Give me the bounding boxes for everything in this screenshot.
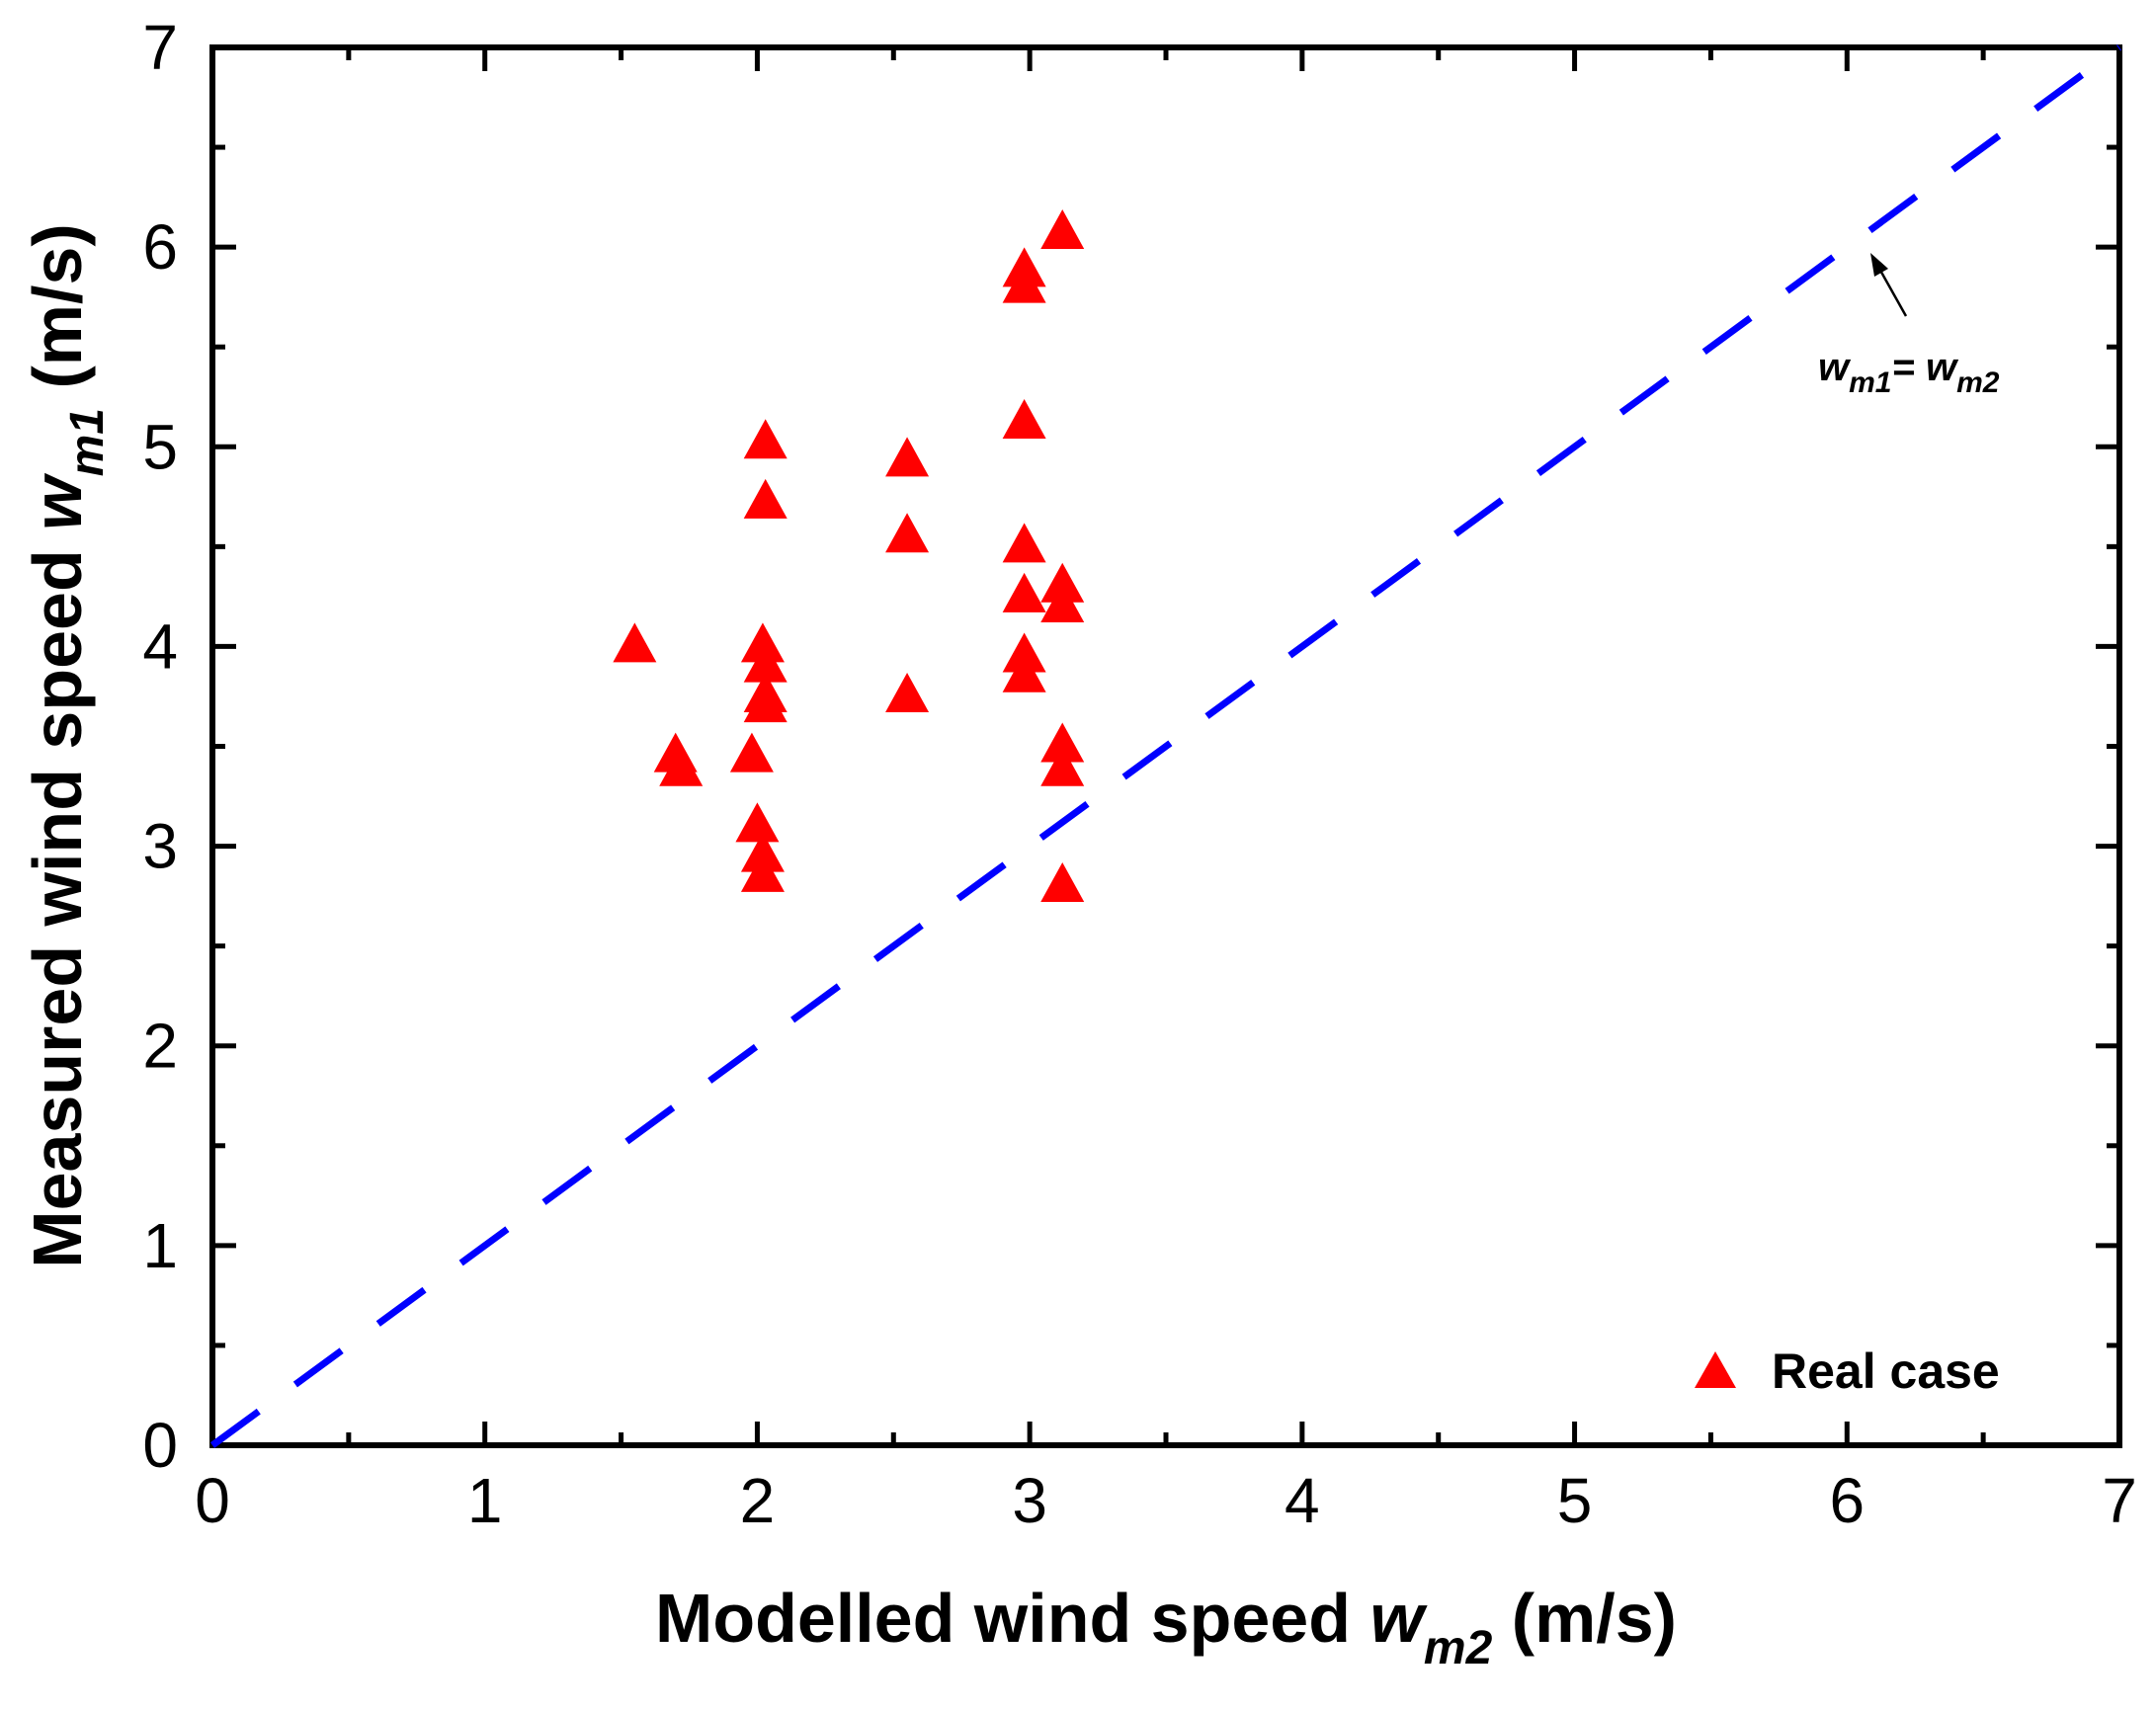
annotation-label: wm1= wm2 (1818, 346, 2000, 399)
data-point (1002, 632, 1046, 673)
y-tick-labels: 0 1 2 3 4 5 6 7 (142, 12, 178, 1481)
identity-line (209, 44, 2122, 1448)
data-points (613, 208, 1085, 902)
x-tick-label: 0 (195, 1465, 230, 1536)
x-tick-label: 3 (1012, 1465, 1047, 1536)
y-tick-label: 3 (142, 811, 178, 882)
data-point (885, 672, 930, 712)
data-point (740, 832, 785, 872)
data-point (740, 852, 785, 892)
data-point (1040, 208, 1085, 249)
x-tick-label: 2 (740, 1465, 776, 1536)
data-point (740, 622, 785, 663)
data-point (1002, 399, 1046, 440)
x-tick-label: 6 (1829, 1465, 1865, 1536)
y-tick-label: 5 (142, 411, 178, 482)
annotation-arrow-shaft (1876, 266, 1908, 317)
data-point (743, 419, 788, 459)
x-tick-labels: 0 1 2 3 4 5 6 7 (195, 1465, 2137, 1536)
data-point (885, 513, 930, 553)
y-tick-label: 2 (142, 1011, 178, 1082)
data-point (1002, 572, 1046, 612)
data-point (1040, 746, 1085, 786)
x-tick-label: 1 (467, 1465, 503, 1536)
data-point (1040, 722, 1085, 763)
x-tick-label: 7 (2102, 1465, 2137, 1536)
y-tick-label: 7 (142, 12, 178, 83)
y-axis-title: Measured wind speed wm1 (m/s) (19, 223, 114, 1267)
data-point (743, 478, 788, 519)
axis-ticks (209, 44, 2122, 1448)
legend-marker (1695, 1351, 1736, 1388)
data-point (743, 672, 788, 712)
data-point (1040, 583, 1085, 622)
y-tick-label: 4 (142, 611, 178, 682)
data-point (885, 437, 930, 477)
data-point (1040, 562, 1085, 603)
data-point (1002, 247, 1046, 287)
y-tick-label: 1 (142, 1210, 178, 1281)
data-point (735, 802, 780, 843)
data-point (743, 642, 788, 683)
data-point (1002, 652, 1046, 692)
data-point (659, 746, 704, 786)
y-tick-label: 0 (142, 1410, 178, 1481)
annotation-arrowhead (1870, 253, 1888, 277)
x-tick-label: 4 (1285, 1465, 1320, 1536)
data-point (729, 732, 774, 773)
data-point (1040, 862, 1085, 902)
x-axis-title: Modelled wind speed wm2 (m/s) (655, 1580, 1677, 1674)
data-point (613, 622, 657, 663)
legend-label: Real case (1772, 1344, 2000, 1399)
y-tick-label: 6 (142, 211, 178, 283)
x-tick-label: 5 (1557, 1465, 1593, 1536)
data-point (1002, 523, 1046, 563)
